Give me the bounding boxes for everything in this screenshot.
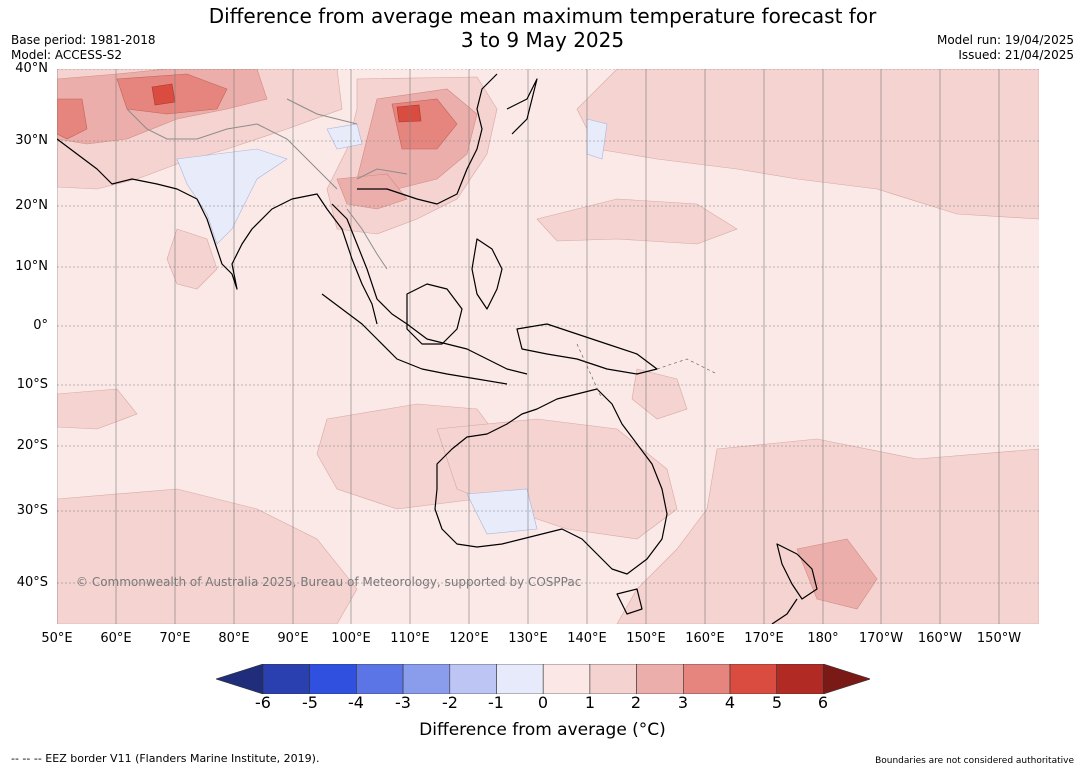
lon-label-80e: 80°E bbox=[218, 631, 250, 646]
coastline-australia bbox=[434, 388, 668, 575]
map-title: Difference from average mean maximum tem… bbox=[0, 4, 1085, 52]
country-boundaries bbox=[126, 98, 408, 270]
anomaly-cool-regions bbox=[176, 118, 608, 535]
colorbar-cell bbox=[449, 664, 497, 694]
anomaly-region-peak-east bbox=[396, 104, 422, 123]
colorbar-cell bbox=[636, 664, 684, 694]
colorbar-tick: 4 bbox=[724, 693, 736, 712]
colorbar-label: Difference from average (°C) bbox=[419, 720, 666, 740]
eez-borders bbox=[576, 343, 718, 400]
colorbar-cell bbox=[589, 664, 637, 694]
base-period: Base period: 1981-2018 bbox=[11, 33, 156, 47]
lat-label-20s: 20°S bbox=[16, 438, 48, 453]
lon-label-130e: 130°E bbox=[508, 631, 548, 646]
anomaly-region-indochina bbox=[336, 173, 408, 210]
colorbar-tick: 5 bbox=[771, 693, 783, 712]
colorbar-cell bbox=[729, 664, 778, 694]
colorbar-tick: -2 bbox=[442, 693, 458, 712]
lat-label-30s: 30°S bbox=[16, 503, 48, 518]
lon-label-100e: 100°E bbox=[331, 631, 371, 646]
anomaly-region-south-pacific bbox=[616, 438, 1039, 624]
colorbar-cell bbox=[262, 664, 311, 694]
colorbar-cell bbox=[356, 664, 404, 694]
lon-label-60e: 60°E bbox=[100, 631, 132, 646]
eez-legend-note: -- -- -- EEZ border V11 (Flanders Marine… bbox=[11, 752, 320, 765]
colorbar-cell bbox=[496, 664, 544, 694]
coastline-sumatra-java bbox=[321, 293, 508, 385]
boundary-disclaimer: Boundaries are not considered authoritat… bbox=[875, 756, 1074, 766]
lat-label-10s: 10°S bbox=[16, 377, 48, 392]
colorbar-cell bbox=[682, 664, 731, 694]
colorbar-tick: 0 bbox=[537, 693, 549, 712]
lat-label-20n: 20°N bbox=[15, 198, 48, 213]
colorbar-tick: 2 bbox=[630, 693, 642, 712]
lon-label-140e: 140°E bbox=[567, 631, 607, 646]
lat-label-10n: 10°N bbox=[15, 259, 48, 274]
colorbar-cell bbox=[402, 664, 451, 694]
colorbar-tick: -3 bbox=[395, 693, 411, 712]
coastline-new-zealand-south bbox=[771, 598, 798, 624]
cool-region-tibet bbox=[326, 123, 363, 150]
lon-label-50e: 50°E bbox=[41, 631, 73, 646]
metadata-left: Base period: 1981-2018 Model: ACCESS-S2 bbox=[11, 33, 156, 63]
colorbar-tick: -1 bbox=[488, 693, 504, 712]
coastline-philippines bbox=[471, 238, 503, 310]
copyright-notice: © Commonwealth of Australia 2025, Bureau… bbox=[76, 575, 582, 589]
colorbar-tick: 6 bbox=[817, 693, 829, 712]
coastline-tasmania bbox=[616, 588, 643, 615]
lon-label-70e: 70°E bbox=[159, 631, 191, 646]
title-line-2: 3 to 9 May 2025 bbox=[460, 28, 625, 52]
lon-label-120e: 120°E bbox=[449, 631, 489, 646]
colorbar-arrow-high bbox=[823, 664, 870, 694]
colorbar-arrow-low bbox=[216, 664, 264, 694]
lon-label-150e: 150°E bbox=[626, 631, 666, 646]
colorbar-cells bbox=[216, 664, 870, 694]
anomaly-region-arabia bbox=[57, 98, 88, 140]
coastline-new-guinea bbox=[516, 323, 658, 375]
coastline-arabia-india bbox=[57, 138, 378, 325]
anomaly-region-southern-ocean bbox=[57, 488, 358, 624]
anomaly-region-peak-west bbox=[151, 83, 176, 106]
anomaly-region-west-indian bbox=[57, 388, 138, 430]
colorbar-tick: 3 bbox=[677, 693, 689, 712]
lat-label-30n: 30°N bbox=[15, 133, 48, 148]
colorbar-tick: -6 bbox=[255, 693, 271, 712]
lon-label-160w: 160°W bbox=[917, 631, 963, 646]
lat-label-40s: 40°S bbox=[16, 575, 48, 590]
colorbar-cell bbox=[776, 664, 824, 694]
lat-label-40n: 40°N bbox=[15, 61, 48, 76]
graticule bbox=[57, 69, 1039, 624]
anomaly-map bbox=[57, 69, 1039, 624]
coastline-new-zealand-north bbox=[776, 543, 818, 600]
cool-region-australia-southwest bbox=[466, 488, 538, 535]
coastlines bbox=[57, 73, 818, 624]
lon-label-150w: 150°W bbox=[976, 631, 1022, 646]
colorbar bbox=[216, 664, 870, 694]
coastline-japan bbox=[506, 78, 538, 135]
colorbar-cell bbox=[309, 664, 357, 694]
coastline-borneo bbox=[406, 283, 463, 345]
lat-label-equator: 0° bbox=[33, 318, 48, 333]
lon-label-90e: 90°E bbox=[277, 631, 309, 646]
colorbar-tick: -4 bbox=[348, 693, 364, 712]
anomaly-4-5-regions bbox=[151, 83, 422, 123]
colorbar-tick: 1 bbox=[584, 693, 596, 712]
model-run: Model run: 19/04/2025 bbox=[936, 33, 1074, 47]
lon-label-110e: 110°E bbox=[390, 631, 430, 646]
colorbar-cell bbox=[542, 664, 591, 694]
lon-label-170w: 170°W bbox=[858, 631, 904, 646]
lon-label-160e: 160°E bbox=[685, 631, 725, 646]
colorbar-tick: -5 bbox=[302, 693, 318, 712]
issued-date: Issued: 21/04/2025 bbox=[958, 48, 1074, 62]
lon-label-180: 180° bbox=[807, 631, 839, 646]
anomaly-region-indian-ocean-north bbox=[166, 228, 218, 290]
title-line-1: Difference from average mean maximum tem… bbox=[208, 4, 877, 28]
metadata-right: Model run: 19/04/2025 Issued: 21/04/2025 bbox=[937, 33, 1074, 63]
coastline-east-asia bbox=[357, 73, 498, 205]
model-name: Model: ACCESS-S2 bbox=[11, 48, 123, 62]
lon-label-170e: 170°E bbox=[744, 631, 784, 646]
